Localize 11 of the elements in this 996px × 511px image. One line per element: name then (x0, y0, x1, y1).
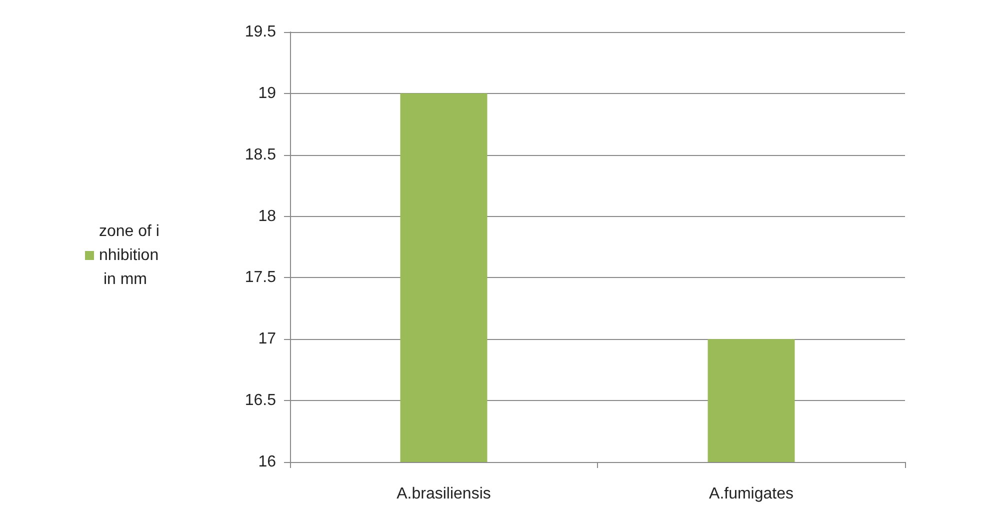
legend-label: zone of inhibition in mm (99, 223, 160, 288)
x-tick-label: A.fumigates (709, 486, 794, 502)
y-tick-label: 18 (258, 208, 276, 225)
y-tick-label: 17.5 (244, 269, 276, 286)
y-tick-label: 16 (258, 454, 276, 470)
y-tick-label: 19.5 (244, 24, 276, 40)
y-tick-label: 16.5 (244, 392, 276, 410)
x-tick-label: A.brasiliensis (396, 486, 491, 502)
y-tick-label: 18.5 (244, 146, 276, 164)
y-tick-label: 19 (258, 84, 276, 102)
y-tick-label: 17 (258, 330, 276, 348)
